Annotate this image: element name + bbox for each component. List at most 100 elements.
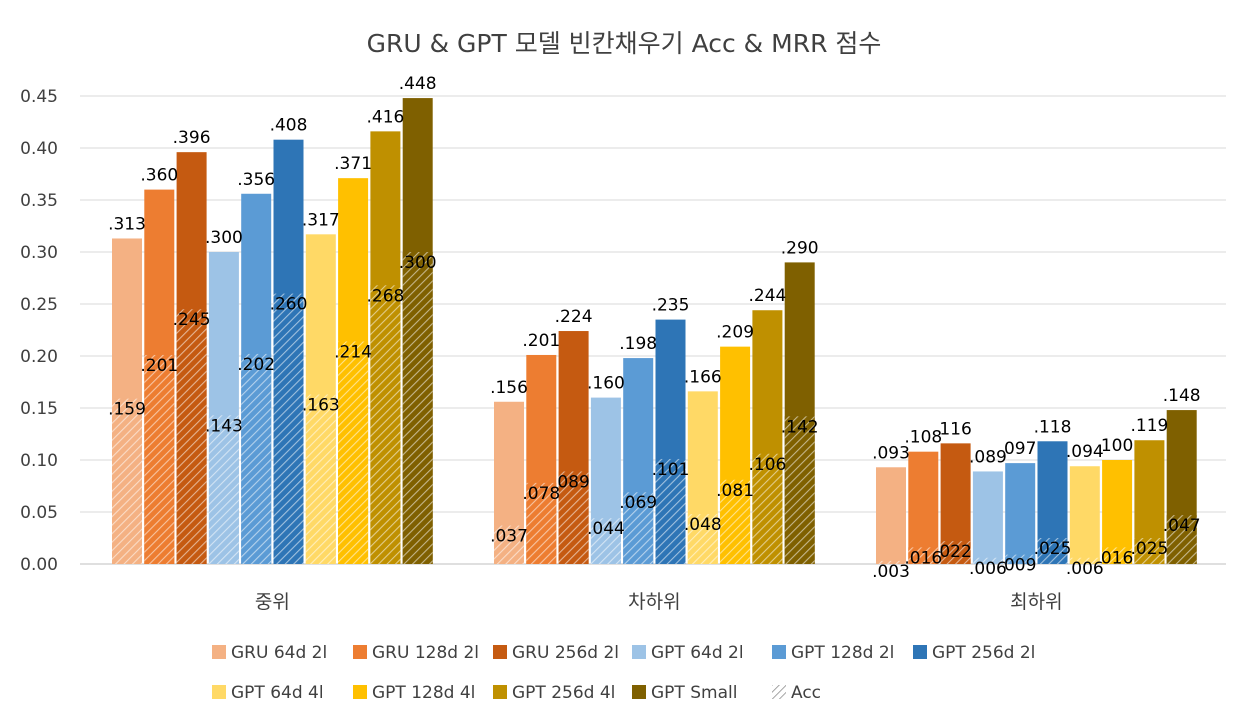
mrr-data-label: .371 bbox=[334, 154, 372, 174]
mrr-data-label: .093 bbox=[872, 443, 910, 463]
legend-label: GRU 128d 2l bbox=[372, 643, 479, 663]
acc-data-label: .245 bbox=[173, 310, 211, 330]
mrr-bar bbox=[876, 467, 906, 564]
acc-bar-hatch bbox=[176, 309, 207, 564]
legend-label: GRU 64d 2l bbox=[231, 643, 327, 663]
acc-data-label: .037 bbox=[490, 527, 528, 547]
legend-swatch bbox=[772, 645, 786, 659]
acc-bar-hatch bbox=[370, 285, 401, 564]
legend-swatch bbox=[913, 645, 927, 659]
acc-data-label: 089 bbox=[557, 472, 589, 492]
mrr-data-label: .089 bbox=[969, 447, 1007, 467]
acc-bar-hatch bbox=[144, 354, 175, 564]
mrr-data-label: .209 bbox=[716, 323, 754, 343]
acc-bar-hatch bbox=[208, 415, 239, 564]
acc-data-label: .006 bbox=[969, 559, 1007, 579]
mrr-data-label: .108 bbox=[904, 428, 942, 448]
mrr-data-label: .156 bbox=[490, 378, 528, 398]
mrr-data-label: .166 bbox=[684, 367, 722, 387]
legend-swatch bbox=[212, 685, 226, 699]
acc-data-label: .003 bbox=[872, 562, 910, 582]
acc-data-label: .143 bbox=[205, 416, 243, 436]
acc-bar-hatch bbox=[112, 398, 142, 564]
legend-label: Acc bbox=[791, 683, 821, 703]
mrr-data-label: 100 bbox=[1101, 436, 1133, 456]
legend-swatch bbox=[632, 685, 646, 699]
acc-data-label: .142 bbox=[781, 417, 819, 437]
mrr-bar bbox=[1102, 460, 1133, 564]
acc-data-label: .016 bbox=[904, 548, 942, 568]
acc-bar-hatch bbox=[305, 394, 336, 564]
acc-bar-hatch bbox=[908, 547, 939, 564]
y-tick-label: 0.15 bbox=[20, 399, 58, 419]
x-axis: 중위 차하위 최하위 bbox=[255, 591, 1063, 613]
legend-label: GPT 256d 2l bbox=[932, 643, 1035, 663]
acc-data-label: .106 bbox=[748, 455, 786, 475]
mrr-data-label: .448 bbox=[399, 74, 437, 94]
y-tick-label: 0.10 bbox=[20, 451, 58, 471]
acc-bar-hatch bbox=[558, 471, 589, 564]
mrr-data-label: .317 bbox=[302, 210, 340, 230]
acc-data-label: .268 bbox=[366, 286, 404, 306]
mrr-data-label: .198 bbox=[619, 334, 657, 354]
legend-label: GPT 64d 4l bbox=[231, 683, 324, 703]
legend-label: GRU 256d 2l bbox=[512, 643, 619, 663]
acc-data-label: .069 bbox=[619, 493, 657, 513]
data-labels: .313 .159 .360 .201 .396 .245 .300 .143 .356 .202… bbox=[108, 74, 1201, 582]
y-tick-label: 0.35 bbox=[20, 191, 58, 211]
acc-data-label: .101 bbox=[652, 460, 690, 480]
acc-bar-hatch bbox=[273, 293, 304, 564]
acc-data-label: .044 bbox=[587, 519, 625, 539]
acc-data-label: .159 bbox=[108, 400, 146, 420]
legend-swatch bbox=[772, 685, 786, 699]
y-tick-label: 0.45 bbox=[20, 87, 58, 107]
legend-label: GPT Small bbox=[651, 683, 737, 703]
legend-swatch bbox=[353, 645, 367, 659]
y-axis: 0.00 0.05 0.10 0.15 0.20 0.25 0.30 0.35 0.40 0.45 bbox=[20, 87, 58, 575]
y-tick-label: 0.20 bbox=[20, 347, 58, 367]
acc-data-label: .214 bbox=[334, 342, 372, 362]
mrr-data-label: .118 bbox=[1034, 417, 1072, 437]
acc-bar-hatch bbox=[784, 416, 815, 564]
acc-bar-hatch bbox=[720, 479, 751, 564]
acc-data-label: .163 bbox=[302, 395, 340, 415]
acc-data-label: .078 bbox=[522, 484, 560, 504]
mrr-data-label: .244 bbox=[748, 286, 786, 306]
legend-label: GPT 128d 4l bbox=[372, 683, 475, 703]
mrr-data-label: .094 bbox=[1066, 442, 1104, 462]
acc-bar-hatch bbox=[1166, 515, 1197, 564]
acc-bar-hatch bbox=[241, 353, 272, 564]
legend-label: GPT 256d 4l bbox=[512, 683, 615, 703]
bars bbox=[112, 98, 1197, 565]
mrr-data-label: .119 bbox=[1130, 416, 1168, 436]
mrr-bar bbox=[1069, 466, 1100, 564]
acc-data-label: 022 bbox=[939, 542, 971, 562]
mrr-data-label: .360 bbox=[140, 166, 178, 186]
acc-bar-hatch bbox=[494, 525, 524, 564]
acc-data-label: .202 bbox=[237, 355, 275, 375]
y-tick-label: 0.00 bbox=[20, 555, 58, 575]
x-tick-label: 중위 bbox=[255, 591, 290, 613]
mrr-data-label: .408 bbox=[270, 116, 308, 136]
mrr-data-label: .290 bbox=[781, 238, 819, 258]
mrr-data-label: .416 bbox=[366, 107, 404, 127]
mrr-data-label: .356 bbox=[237, 170, 275, 190]
mrr-data-label: .396 bbox=[173, 128, 211, 148]
x-tick-label: 최하위 bbox=[1010, 591, 1062, 613]
y-tick-label: 0.05 bbox=[20, 503, 58, 523]
acc-data-label: .081 bbox=[716, 481, 754, 501]
mrr-data-label: .313 bbox=[108, 214, 146, 234]
acc-data-label: 009 bbox=[1004, 556, 1036, 576]
mrr-data-label: .235 bbox=[652, 296, 690, 316]
legend-swatch bbox=[493, 645, 507, 659]
acc-bar-hatch bbox=[1069, 557, 1100, 564]
acc-bar-hatch bbox=[940, 541, 971, 564]
acc-data-label: .300 bbox=[399, 253, 437, 273]
acc-bar-hatch bbox=[687, 514, 718, 564]
acc-bar-hatch bbox=[338, 341, 369, 564]
mrr-bar bbox=[908, 451, 939, 564]
acc-bar-hatch bbox=[752, 453, 783, 564]
acc-data-label: .047 bbox=[1163, 516, 1201, 536]
acc-bar-hatch bbox=[1037, 538, 1068, 564]
